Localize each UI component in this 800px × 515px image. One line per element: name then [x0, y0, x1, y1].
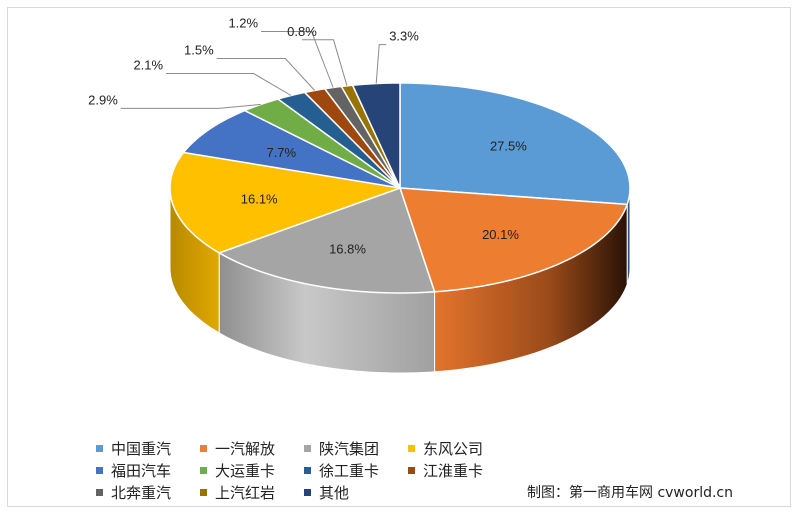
data-label: 16.8% — [329, 242, 366, 257]
pie-leader-lines — [120, 31, 387, 109]
legend-item: 大运重卡 — [200, 460, 304, 481]
legend-item: 一汽解放 — [200, 438, 304, 459]
pie-slice — [323, 85, 401, 189]
data-label: 16.1% — [241, 191, 278, 206]
legend-label: 东风公司 — [423, 440, 484, 458]
legend-row-2: 福田汽车 大运重卡 徐工重卡 江淮重卡 — [96, 460, 536, 482]
pie-slice — [217, 187, 436, 294]
legend-label: 北奔重汽 — [111, 484, 172, 502]
legend-item: 徐工重卡 — [304, 460, 408, 481]
credit-text: 制图：第一商用车网 cvworld.cn — [527, 485, 734, 501]
data-label: 2.1% — [133, 58, 163, 73]
legend-swatch — [200, 445, 207, 452]
leader-line — [166, 73, 292, 96]
legend-label: 徐工重卡 — [319, 462, 380, 480]
legend-swatch — [200, 489, 207, 496]
legend-row-3: 北奔重汽 上汽红岩 其他 — [96, 482, 536, 504]
pie-labels: 27.5% 20.1% 16.8% 16.1% 7.7% 2.9% 2.1% 1.5% 1.2%… — [88, 16, 527, 257]
legend-swatch — [304, 467, 311, 474]
data-label: 1.2% — [228, 16, 258, 31]
legend-item: 东风公司 — [408, 438, 512, 459]
data-label: 1.5% — [184, 43, 214, 58]
legend-swatch — [408, 445, 415, 452]
data-label: 0.8% — [287, 24, 317, 39]
legend-label: 其他 — [319, 484, 350, 502]
legend-item: 福田汽车 — [96, 460, 200, 481]
leader-line — [375, 44, 387, 84]
leader-line — [216, 58, 316, 91]
legend-swatch — [304, 445, 311, 452]
legend: 中国重汽 一汽解放 陕汽集团 东风公司 福田汽车 大运重卡 徐工重卡 江淮重卡 北奔重汽 上汽… — [96, 438, 536, 504]
data-label: 27.5% — [490, 139, 527, 154]
leader-line — [302, 39, 348, 86]
data-label: 7.7% — [266, 145, 296, 160]
pie-tops — [169, 82, 631, 294]
legend-item: 江淮重卡 — [408, 460, 512, 481]
pie-slice — [399, 82, 631, 206]
legend-swatch — [96, 489, 103, 496]
data-label: 3.3% — [389, 29, 419, 44]
legend-label: 江淮重卡 — [423, 462, 484, 480]
leader-line — [261, 31, 334, 88]
legend-swatch — [200, 467, 207, 474]
legend-item: 北奔重汽 — [96, 482, 200, 503]
legend-label: 一汽解放 — [215, 440, 276, 458]
legend-label: 上汽红岩 — [215, 484, 276, 502]
legend-label: 陕汽集团 — [319, 440, 380, 458]
pie-slice — [169, 151, 403, 254]
data-label: 2.9% — [88, 92, 118, 107]
legend-item: 中国重汽 — [96, 438, 200, 459]
pie-sides — [169, 187, 631, 374]
legend-swatch — [96, 467, 103, 474]
data-label: 20.1% — [482, 227, 519, 242]
legend-item: 其他 — [304, 482, 408, 503]
legend-item: 陕汽集团 — [304, 438, 408, 459]
pie-slice — [182, 109, 401, 189]
legend-label: 大运重卡 — [215, 462, 276, 480]
legend-swatch — [304, 489, 311, 496]
legend-label: 福田汽车 — [111, 462, 172, 480]
pie-slice — [398, 187, 629, 293]
legend-label: 中国重汽 — [111, 440, 172, 458]
leader-line — [120, 103, 261, 109]
legend-row-1: 中国重汽 一汽解放 陕汽集团 东风公司 — [96, 438, 536, 460]
pie-slice — [276, 91, 401, 189]
legend-swatch — [408, 467, 415, 474]
legend-swatch — [96, 445, 103, 452]
legend-item: 上汽红岩 — [200, 482, 304, 503]
